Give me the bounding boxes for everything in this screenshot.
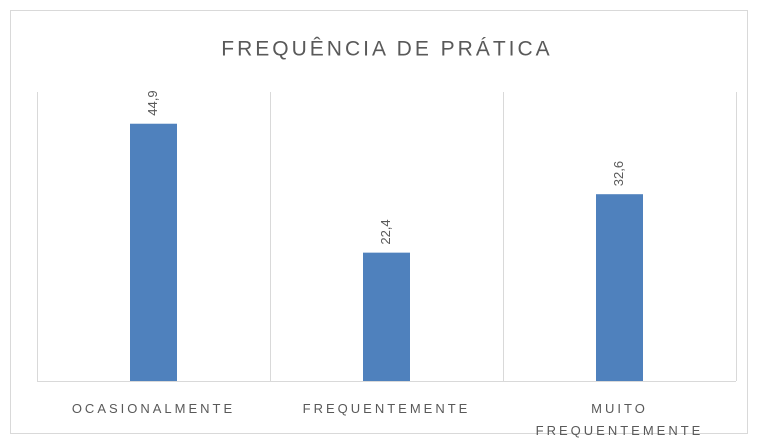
x-tick-label: MUITO FREQUENTEMENTE — [535, 401, 704, 438]
value-label: 22,4 — [378, 219, 393, 244]
value-label: 32,6 — [611, 161, 626, 186]
chart-title: FREQUÊNCIA DE PRÁTICA — [221, 38, 552, 61]
value-label: 44,9 — [145, 90, 160, 115]
bar — [130, 123, 177, 382]
bar — [363, 252, 410, 381]
bar — [596, 194, 643, 381]
x-tick-label: FREQUENTEMENTE — [302, 401, 471, 416]
x-tick-label: OCASIONALMENTE — [71, 401, 236, 416]
